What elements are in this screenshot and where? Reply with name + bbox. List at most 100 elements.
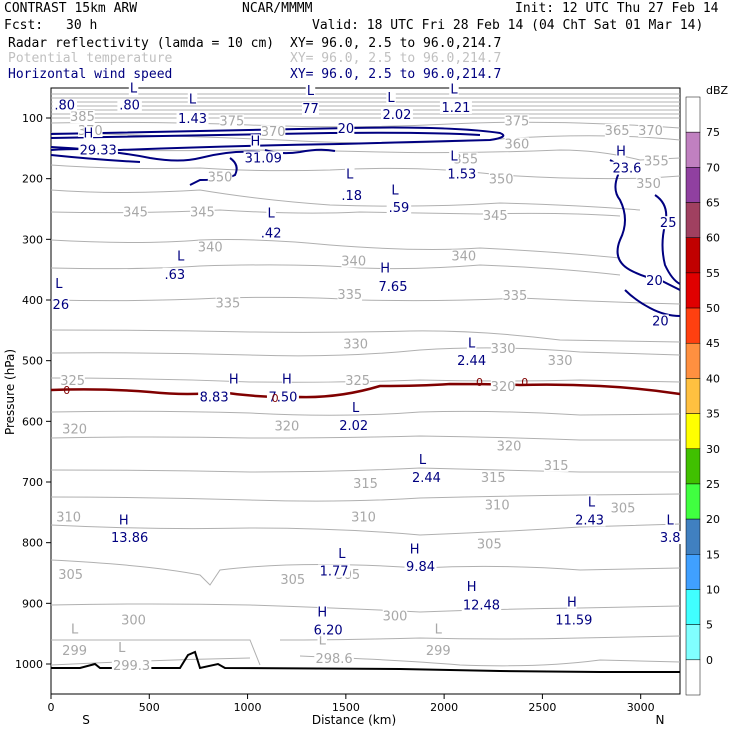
theta-label: 345	[483, 209, 508, 224]
wind-label-bg	[301, 102, 319, 116]
wind-label-bg	[54, 276, 64, 290]
theta-label-bg	[382, 609, 408, 623]
theta-label: 345	[123, 205, 148, 220]
wind-label-bg	[337, 546, 347, 560]
wind-label: 11.59	[555, 614, 592, 629]
x-tick-label: 3000	[627, 701, 655, 714]
wind-label: 29.33	[80, 143, 117, 158]
wind-label: H	[83, 126, 93, 141]
colorbar-swatch	[685, 131, 701, 168]
theta-label: 355	[453, 153, 478, 168]
colorbar-swatch	[685, 378, 701, 414]
wind-label-bg	[651, 314, 669, 328]
y-tick-label: 700	[22, 476, 43, 489]
colorbar-level: 65	[706, 197, 720, 210]
wind-label-bg	[52, 298, 70, 312]
theta-label-bg	[62, 643, 87, 657]
theta-label: 305	[477, 538, 502, 553]
theta-label-bg	[190, 205, 215, 219]
theta-label: 320	[62, 422, 87, 437]
theta-label: 299	[426, 644, 451, 659]
theta-label: 320	[274, 419, 299, 434]
theta-label-bg	[543, 458, 569, 472]
wind-label-bg	[350, 401, 361, 415]
wind-label-bg	[118, 513, 129, 527]
zero-labels: 0 0 0 0	[63, 376, 528, 405]
theta-label: L	[118, 641, 126, 656]
wind-label-bg	[665, 513, 675, 527]
theta-label-bg	[60, 373, 85, 387]
theta-label: 299.3	[113, 659, 150, 674]
theta-label: 325	[60, 374, 85, 389]
colorbar-swatch	[685, 413, 701, 450]
x-tick-label: 1500	[332, 701, 360, 714]
colorbar-unit: dBZ	[706, 84, 729, 97]
wind-label: L	[468, 336, 476, 351]
theta-label-bg	[502, 289, 528, 302]
wind-label: .80	[54, 99, 75, 114]
theta-label-bg	[121, 613, 146, 627]
wind-label: L	[387, 91, 395, 106]
y-axis: 100 200 300 400 500 600 700 800 900 1000	[15, 112, 51, 671]
y-tick-label: 300	[22, 233, 43, 246]
wind-label: .80	[119, 99, 140, 114]
theta-label: 310	[351, 510, 376, 525]
colorbar-level: 20	[706, 513, 720, 526]
y-tick-label: 600	[22, 415, 43, 428]
theta-label-bg	[215, 296, 241, 310]
south-label: S	[82, 713, 90, 727]
y-tick-label: 500	[22, 355, 43, 368]
theta-label-bg	[547, 353, 573, 367]
theta-label-bg	[425, 643, 451, 657]
wind-label-bg	[266, 390, 299, 404]
wind-label: H	[467, 580, 477, 595]
theta-label-bg	[207, 170, 233, 184]
theta-label-bg	[197, 240, 223, 254]
wind-label: H	[380, 262, 390, 277]
field-xy-wind: XY= 96.0, 2.5 to 96.0,214.7	[290, 67, 501, 82]
theta-label: 340	[341, 254, 366, 269]
wind-label: L	[450, 83, 458, 98]
wind-label: L	[391, 183, 399, 198]
wind-label: H	[229, 373, 239, 388]
colorbar-level: 55	[706, 267, 720, 280]
colorbar-swatch	[685, 96, 701, 133]
wind-label-bg	[386, 201, 412, 215]
wind-label: H	[567, 595, 577, 610]
theta-label-bg	[69, 622, 80, 636]
wind-label: 2.02	[382, 108, 411, 123]
theta-label-bg	[433, 622, 443, 636]
theta-label: 320	[491, 380, 516, 395]
theta-labels: 3853703753703753653703603553553503503503…	[56, 110, 669, 674]
wind-label: 7.65	[379, 280, 408, 295]
wind-label: 1.53	[447, 168, 476, 183]
wind-label-bg	[409, 542, 420, 556]
colorbar-swatch	[685, 624, 701, 661]
wind-label-bg	[455, 353, 488, 367]
theta-label-bg	[58, 568, 83, 582]
wind-label-bg	[449, 82, 459, 96]
wind-label-bg	[410, 471, 443, 484]
theta-label-bg	[490, 341, 516, 355]
wind-label: 9.84	[406, 560, 435, 575]
wind-label-bg	[117, 98, 142, 112]
wind-label-bg	[390, 183, 400, 197]
colorbar-swatch	[685, 518, 701, 555]
wind-label-bg	[466, 336, 477, 350]
wind-label-bg	[449, 149, 459, 163]
theta-label-bg	[317, 633, 328, 647]
wind-label-bg	[339, 188, 364, 202]
theta-label-bg	[345, 373, 370, 387]
theta-label: 345	[190, 205, 215, 220]
theta-label-bg	[62, 422, 87, 436]
theta-label-bg	[482, 208, 508, 222]
field-xy-reflectivity: XY= 96.0, 2.5 to 96.0,214.7	[290, 36, 501, 51]
wind-label: H	[282, 373, 292, 388]
x-tick-label: 0	[48, 701, 55, 714]
wind-label-bg	[258, 226, 284, 240]
zero-dbz-label: 0	[63, 384, 70, 397]
theta-label: 300	[121, 614, 146, 629]
colorbar-swatch	[685, 202, 701, 238]
theta-label: 325	[345, 374, 370, 389]
colorbar-level: 10	[706, 583, 720, 596]
